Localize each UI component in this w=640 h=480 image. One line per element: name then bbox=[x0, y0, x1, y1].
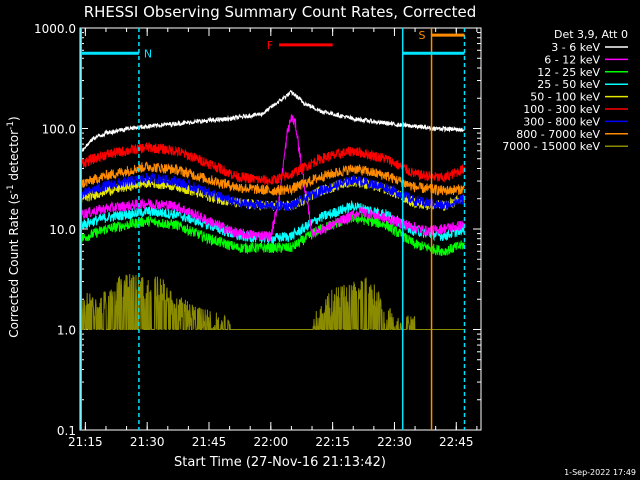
svg-text:Corrected Count Rate (s-1 dete: Corrected Count Rate (s-1 detector-1) bbox=[6, 116, 21, 337]
series-line bbox=[80, 142, 465, 186]
y-axis-label-main: Corrected Count Rate (s bbox=[7, 193, 21, 337]
legend-header: Det 3,9, Att 0 bbox=[554, 28, 628, 41]
y-tick-label: 100.0 bbox=[42, 123, 76, 137]
series-line bbox=[80, 113, 465, 243]
annotation-label: S bbox=[419, 29, 426, 42]
x-tick-label: 22:45 bbox=[439, 435, 474, 449]
plot-area: 1000.0 100.0 10.0 1.0 0.121:15 21:30 21:45 22:0… bbox=[34, 22, 482, 449]
legend-entry-label: 800 - 7000 keV bbox=[516, 128, 600, 141]
x-tick-label: 22:30 bbox=[377, 435, 412, 449]
legend-entry-label: 100 - 300 keV bbox=[523, 103, 600, 116]
legend-entry-label: 300 - 800 keV bbox=[523, 115, 600, 128]
legend-entry-label: 12 - 25 keV bbox=[537, 66, 600, 79]
legend-entry-label: 25 - 50 keV bbox=[537, 78, 600, 91]
series-line bbox=[80, 161, 465, 196]
y-tick-label: 10.0 bbox=[49, 223, 76, 237]
y-axis-label-sup1: -1 bbox=[6, 184, 16, 193]
series-line bbox=[80, 172, 465, 213]
x-tick-label: 22:15 bbox=[315, 435, 350, 449]
legend-entry-label: 50 - 100 keV bbox=[530, 91, 600, 104]
footer-timestamp: 1-Sep-2022 17:49 bbox=[564, 468, 636, 477]
x-tick-label: 21:30 bbox=[130, 435, 165, 449]
annotation-label: F bbox=[267, 39, 273, 52]
y-axis-label-sup2: -1 bbox=[6, 121, 16, 130]
legend-entry-label: 6 - 12 keV bbox=[544, 53, 600, 66]
y-tick-label: 1.0 bbox=[57, 324, 76, 338]
x-tick-label: 21:45 bbox=[192, 435, 227, 449]
x-tick-label: 21:15 bbox=[68, 435, 103, 449]
series-line bbox=[81, 89, 465, 153]
y-axis-label-end: ) bbox=[7, 116, 21, 121]
legend-entry-label: 3 - 6 keV bbox=[551, 41, 600, 54]
y-tick-label: 1000.0 bbox=[34, 22, 76, 36]
legend-entry-label: 7000 - 15000 keV bbox=[502, 140, 600, 153]
x-axis-label: Start Time (27-Nov-16 21:13:42) bbox=[174, 455, 386, 470]
annotation-label: N bbox=[144, 47, 152, 60]
y-axis-label-mid: detector bbox=[7, 130, 21, 185]
y-tick-label: 0.1 bbox=[57, 424, 76, 438]
chart-title: RHESSI Observing Summary Count Rates, Co… bbox=[84, 3, 477, 21]
x-tick-label: 22:00 bbox=[254, 435, 289, 449]
y-axis-label: Corrected Count Rate (s-1 detector-1) bbox=[6, 116, 21, 337]
series-line bbox=[80, 273, 465, 330]
